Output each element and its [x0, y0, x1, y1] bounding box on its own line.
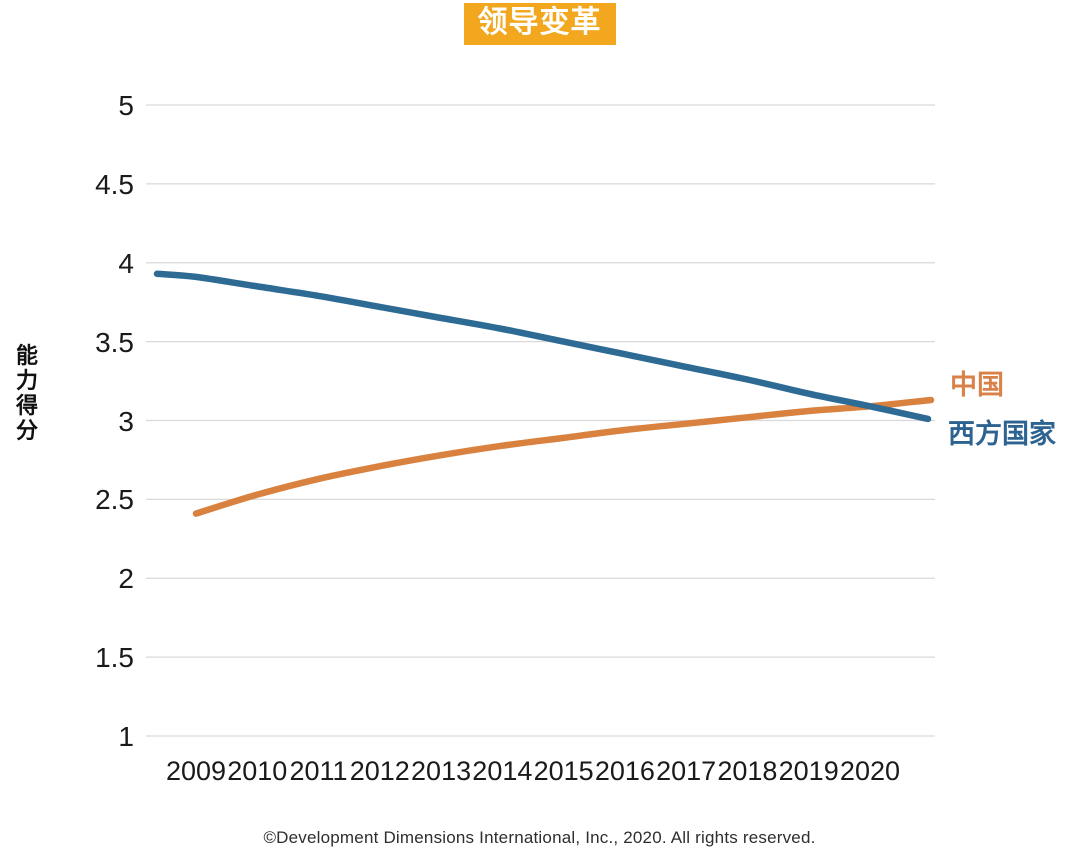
y-tick-label: 1	[118, 721, 134, 752]
x-tick-label: 2014	[472, 756, 533, 786]
series-line-west	[153, 270, 932, 423]
x-tick-label: 2018	[717, 756, 778, 786]
x-tick-label: 2019	[778, 756, 839, 786]
y-tick-label: 3.5	[95, 326, 134, 358]
x-tick-label: 2016	[594, 756, 655, 786]
series-label-west: 西方国家	[948, 419, 1056, 449]
chart-title: 领导变革	[463, 3, 616, 45]
x-tick-label: 2010	[227, 756, 288, 786]
x-tick-label: 2017	[656, 756, 717, 786]
y-tick-label: 1.5	[95, 642, 134, 674]
y-tick-label: 2	[118, 563, 134, 595]
series-line-china	[192, 396, 935, 517]
y-tick-label: 3	[118, 405, 134, 437]
x-tick-label: 2009	[165, 756, 227, 786]
y-tick-label: 4	[118, 247, 134, 279]
copyright-footer: ©Development Dimensions International, I…	[263, 828, 816, 847]
y-tick-label: 2.5	[95, 484, 134, 516]
x-tick-label: 2015	[533, 756, 594, 786]
x-tick-label: 2012	[349, 756, 410, 786]
y-tick-label: 4.5	[95, 168, 134, 200]
y-axis-title: 能力得分	[15, 343, 38, 443]
y-tick-label: 5	[118, 90, 134, 121]
x-tick-label: 2011	[289, 756, 348, 786]
x-tick-label: 2013	[411, 756, 472, 786]
x-tick-label: 2020	[839, 756, 900, 786]
series-label-china: 中国	[950, 370, 1004, 400]
